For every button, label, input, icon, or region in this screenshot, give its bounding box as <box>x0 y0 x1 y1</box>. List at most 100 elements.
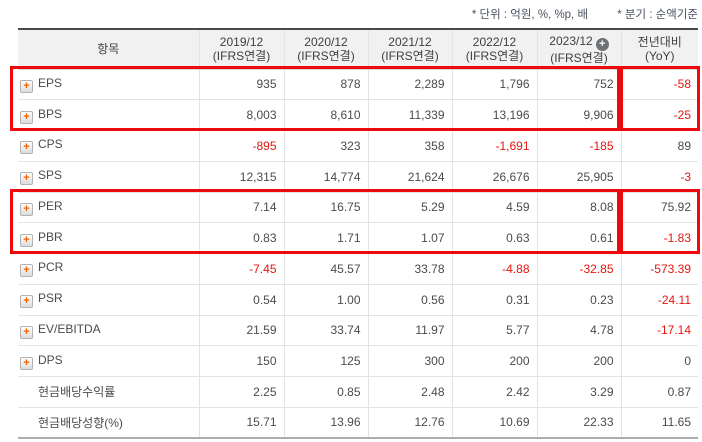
cell-value: 2.42 <box>452 376 538 408</box>
row-label: 현금배당수익률 <box>38 385 116 400</box>
row-label: CPS <box>38 137 63 152</box>
table-row: +현금배당수익률 2.25 0.85 2.48 2.42 3.29 0.87 <box>18 376 698 408</box>
year-label: 2022/12 <box>472 35 517 50</box>
cell-value: -1,691 <box>452 130 538 162</box>
cell-value: 0.63 <box>452 222 538 254</box>
expand-icon[interactable]: + <box>20 202 33 216</box>
ifrs-label: (IFRS연결) <box>297 49 355 64</box>
cell-value: 200 <box>537 345 622 377</box>
year-label: 2019/12 <box>219 35 264 50</box>
cell-yoy-value: -17.14 <box>621 315 698 347</box>
cell-value: 0.31 <box>452 284 538 316</box>
row-label-cell: + SPS <box>18 161 200 193</box>
cell-value: 323 <box>284 130 369 162</box>
expand-icon[interactable]: + <box>20 172 33 186</box>
cell-value: 14,774 <box>284 161 369 193</box>
table-row: + PER 7.14 16.75 5.29 4.59 8.08 75.92 <box>18 192 698 224</box>
cell-value: 0.61 <box>537 222 622 254</box>
cell-value: 8,003 <box>199 99 285 131</box>
column-header-2023: 2023/12 + (IFRS연결) <box>537 28 622 70</box>
cell-yoy-value: 89 <box>621 130 698 162</box>
row-label-cell: + PER <box>18 192 200 224</box>
cell-yoy-value: -25 <box>621 99 698 131</box>
cell-value: 13,196 <box>452 99 538 131</box>
cell-value: 125 <box>284 345 369 377</box>
row-label: PBR <box>38 229 63 244</box>
cell-value: 1.00 <box>284 284 369 316</box>
ifrs-label: (IFRS연결) <box>465 49 524 64</box>
cell-value: 7.14 <box>199 192 285 224</box>
header-row: 항목 2019/12 (IFRS연결) 2020/12 (IFRS연결) 202… <box>18 28 698 70</box>
cell-value: 0.85 <box>284 376 369 408</box>
cell-value: 12.76 <box>368 407 453 439</box>
table-row: + SPS 12,315 14,774 21,624 26,676 25,905 … <box>18 161 698 193</box>
row-label-cell: +현금배당수익률 <box>18 376 200 408</box>
cell-value: 4.59 <box>452 192 538 224</box>
cell-value: 11,339 <box>368 99 453 131</box>
table-row: + DPS 150 125 300 200 200 0 <box>18 345 698 377</box>
cell-yoy-value: -58 <box>621 69 698 101</box>
expand-icon[interactable]: + <box>20 356 33 370</box>
cell-value: -4.88 <box>452 253 538 285</box>
column-header-yoy: 전년대비 (YoY) <box>621 28 698 70</box>
table-row: + BPS 8,003 8,610 11,339 13,196 9,906 -25 <box>18 99 698 131</box>
plus-badge-icon[interactable]: + <box>595 37 609 51</box>
cell-value: 358 <box>368 130 453 162</box>
cell-value: 45.57 <box>284 253 369 285</box>
cell-value: 33.74 <box>284 315 369 347</box>
cell-value: 3.29 <box>537 376 622 408</box>
cell-value: 5.77 <box>452 315 538 347</box>
cell-yoy-value: -573.39 <box>621 253 698 285</box>
yoy-label: 전년대비 <box>637 35 682 50</box>
table-row: + PCR -7.45 45.57 33.78 -4.88 -32.85 -573… <box>18 253 698 285</box>
row-label: EV/EBITDA <box>38 321 101 336</box>
expand-icon[interactable]: + <box>20 233 33 247</box>
expand-icon[interactable]: + <box>20 264 33 278</box>
cell-value: 21.59 <box>199 315 285 347</box>
expand-icon[interactable]: + <box>20 295 33 309</box>
cell-value: 300 <box>368 345 453 377</box>
unit-note: * 단위 : 억원, %, %p, 배 <box>471 9 589 21</box>
cell-value: 935 <box>199 69 285 101</box>
row-label-cell: + CPS <box>18 130 200 162</box>
row-label: BPS <box>38 106 63 121</box>
cell-value: 15.71 <box>199 407 285 439</box>
cell-yoy-value: -24.11 <box>621 284 698 316</box>
table-notes: * 단위 : 억원, %, %p, 배 * 분기 : 순액기준 <box>446 6 698 22</box>
cell-value: 12,315 <box>199 161 285 193</box>
ifrs-label: (IFRS연결) <box>212 49 271 64</box>
cell-value: 150 <box>199 345 285 377</box>
expand-icon[interactable]: + <box>20 141 33 155</box>
cell-value: 25,905 <box>537 161 622 193</box>
cell-value: 0.54 <box>199 284 285 316</box>
expand-icon[interactable]: + <box>20 325 33 339</box>
cell-value: 8.08 <box>537 192 622 224</box>
table-row: + CPS -895 323 358 -1,691 -185 89 <box>18 130 698 162</box>
column-header-2019: 2019/12 (IFRS연결) <box>199 28 285 70</box>
cell-value: 2.25 <box>199 376 285 408</box>
cell-value: 8,610 <box>284 99 369 131</box>
row-label: EPS <box>38 75 63 90</box>
row-label-cell: + BPS <box>18 99 200 131</box>
ifrs-label: (IFRS연결) <box>550 50 608 65</box>
row-label: 현금배당성향(%) <box>38 415 123 430</box>
column-header-item: 항목 <box>18 28 200 70</box>
cell-value: -185 <box>537 130 622 162</box>
cell-value: 9,906 <box>537 99 622 131</box>
cell-value: 5.29 <box>368 192 453 224</box>
year-label: 2021/12 <box>388 35 432 50</box>
table-row: +현금배당성향(%) 15.71 13.96 12.76 10.69 22.33… <box>18 407 698 439</box>
expand-icon[interactable]: + <box>20 79 33 93</box>
row-label-cell: + EPS <box>18 69 200 101</box>
column-header-2022: 2022/12 (IFRS연결) <box>452 28 538 70</box>
row-label: DPS <box>38 352 63 367</box>
year-label: 2023/12 <box>549 33 593 48</box>
expand-icon[interactable]: + <box>20 110 33 124</box>
column-header-2021: 2021/12 (IFRS연결) <box>368 28 453 70</box>
cell-value: -32.85 <box>537 253 622 285</box>
year-label: 2020/12 <box>304 35 348 50</box>
cell-value: 2,289 <box>368 69 453 101</box>
cell-yoy-value: 0 <box>621 345 698 377</box>
cell-value: 200 <box>452 345 538 377</box>
basis-note: * 분기 : 순액기준 <box>617 9 698 21</box>
